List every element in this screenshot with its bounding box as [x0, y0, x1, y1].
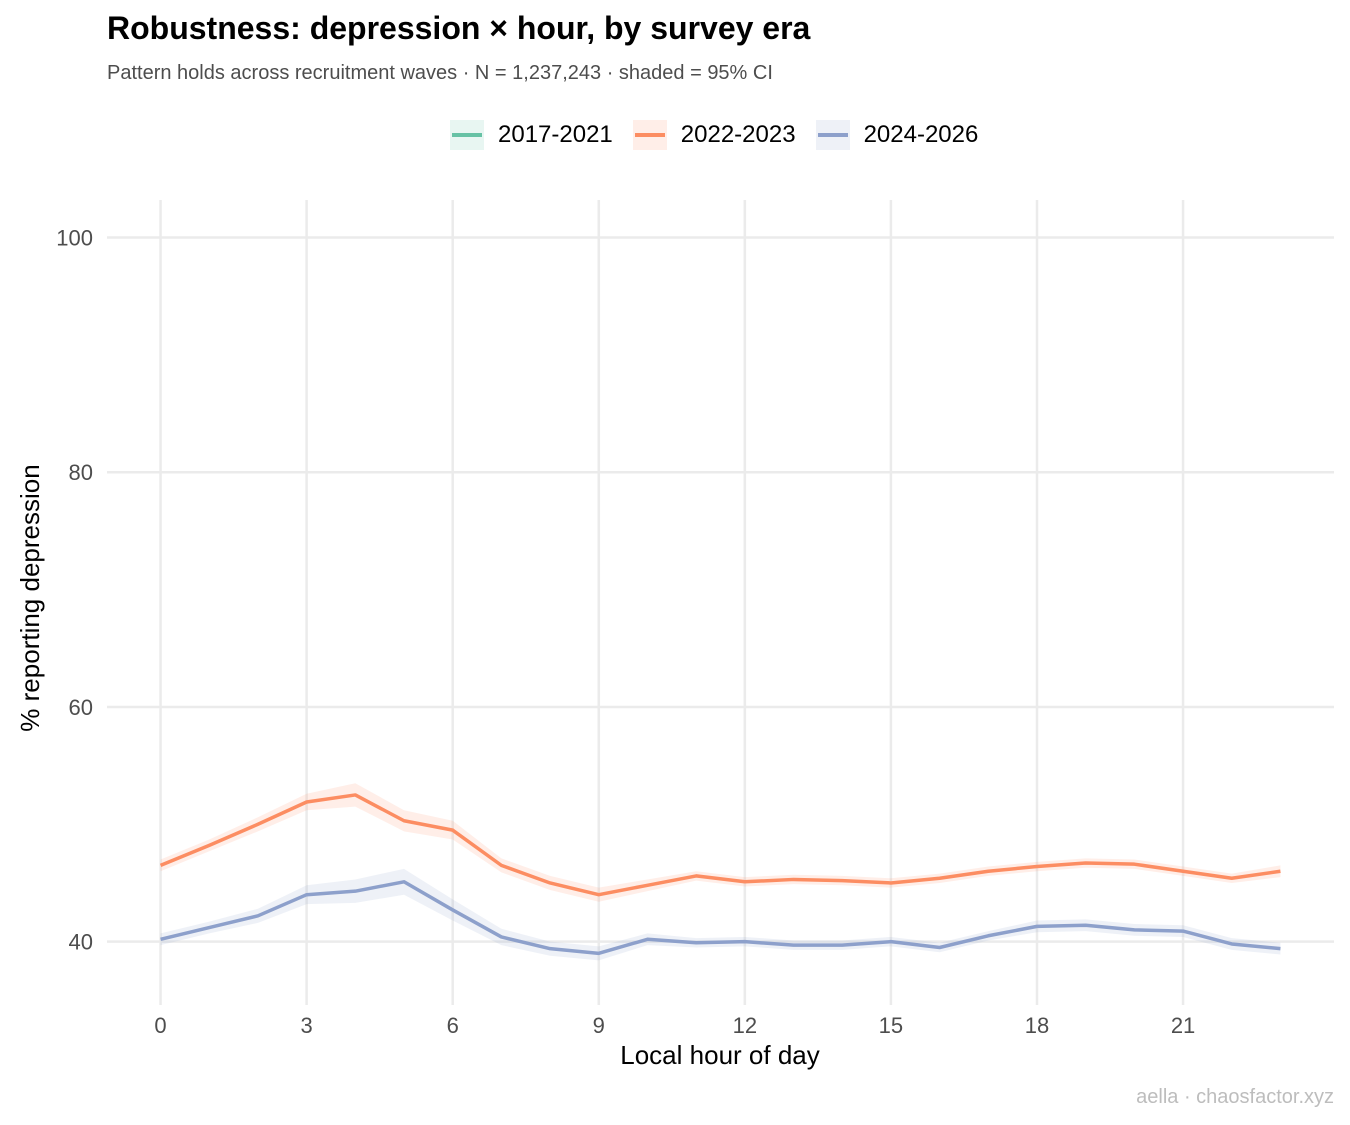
y-tick-label: 100 — [56, 226, 93, 251]
legend-label: 2017-2021 — [498, 121, 613, 148]
x-tick-label: 21 — [1171, 1013, 1195, 1038]
legend-item-2022-2023: 2022-2023 — [632, 120, 796, 150]
legend-key-2022-2023 — [632, 120, 667, 150]
x-tick-label: 6 — [447, 1013, 459, 1038]
confidence-bands — [160, 783, 1281, 961]
chart-title: Robustness: depression × hour, by survey… — [107, 10, 811, 46]
legend-item-2024-2026: 2024-2026 — [815, 120, 979, 150]
x-tick-label: 0 — [154, 1013, 166, 1038]
x-tick-label: 15 — [879, 1013, 903, 1038]
x-axis-title: Local hour of day — [620, 1040, 819, 1070]
ci-band-2022-2023 — [160, 783, 1281, 902]
gridlines — [107, 200, 1334, 1005]
legend-key-2024-2026 — [815, 120, 850, 150]
caption: aella · chaosfactor.xyz — [1136, 1086, 1334, 1108]
legend-label: 2024-2026 — [863, 121, 979, 148]
y-axis-ticks: 40 60 80 100 — [56, 226, 93, 955]
y-tick-label: 40 — [69, 930, 93, 955]
ci-band-2024-2026 — [160, 868, 1281, 961]
x-tick-label: 3 — [301, 1013, 313, 1038]
y-tick-label: 60 — [69, 695, 93, 720]
series-line-2022-2023 — [159, 793, 1281, 897]
y-tick-label: 80 — [69, 460, 93, 485]
series-lines — [159, 793, 1281, 956]
x-axis-ticks: 0 3 6 9 12 15 18 21 — [154, 1013, 1195, 1038]
legend-item-2017-2021: 2017-2021 — [450, 120, 613, 150]
y-axis-title: % reporting depression — [15, 464, 45, 731]
chart-subtitle: Pattern holds across recruitment waves ·… — [107, 62, 773, 84]
series-line-2024-2026 — [160, 880, 1281, 956]
x-tick-label: 18 — [1025, 1013, 1049, 1038]
x-tick-label: 9 — [593, 1013, 605, 1038]
legend-key-2017-2021 — [450, 120, 484, 150]
legend-label: 2022-2023 — [680, 121, 796, 148]
legend: 2017-2021 2022-2023 2024-2026 — [450, 120, 998, 150]
x-tick-label: 12 — [733, 1013, 757, 1038]
